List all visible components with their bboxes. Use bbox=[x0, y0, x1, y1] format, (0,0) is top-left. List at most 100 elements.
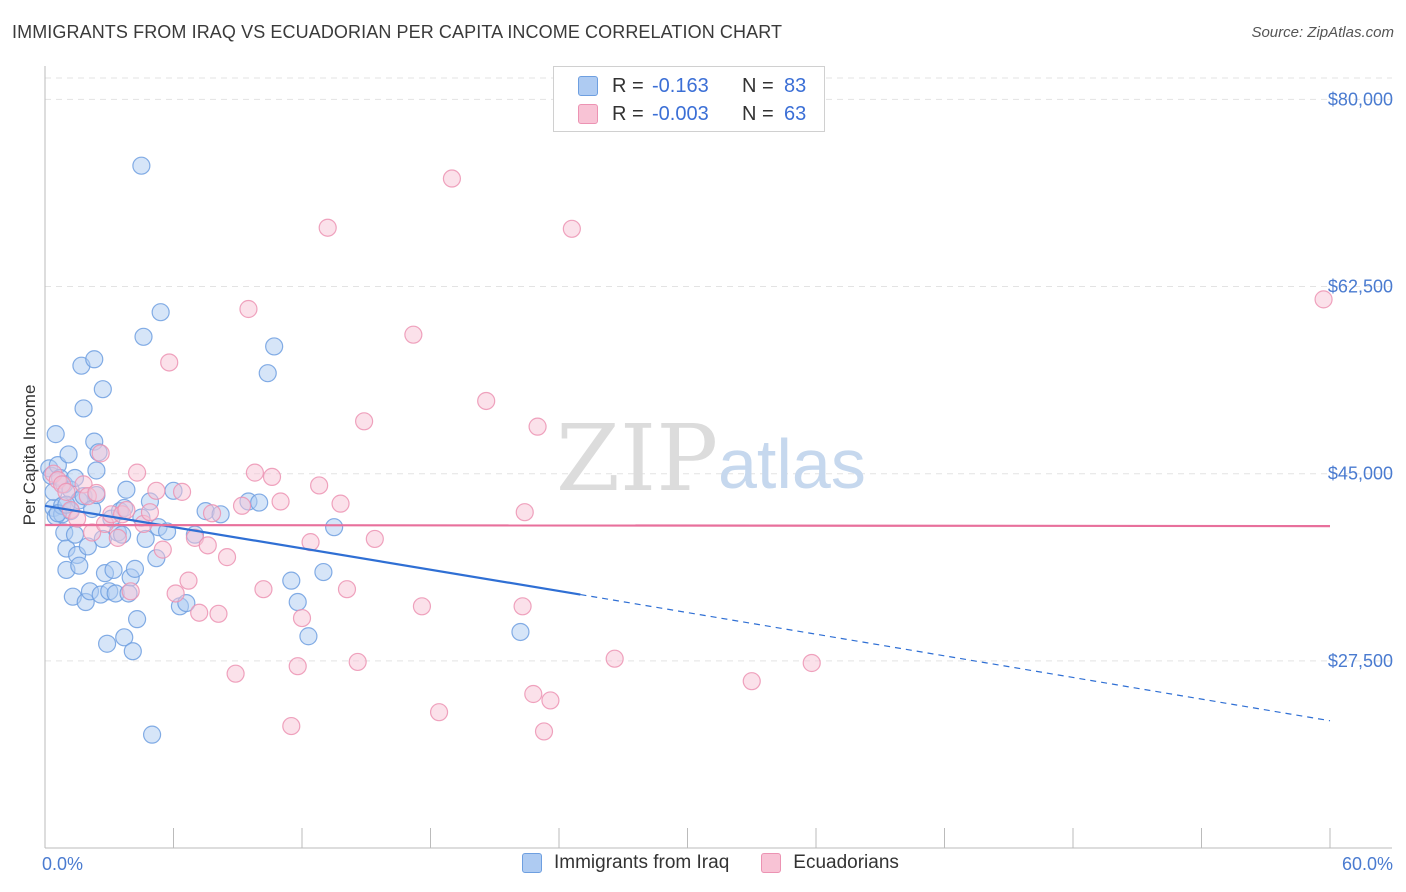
ecuador-point bbox=[232, 496, 252, 515]
ecuador-point bbox=[337, 580, 357, 599]
legend-r-value: -0.003 bbox=[652, 102, 709, 125]
iraq-trend-extension bbox=[580, 593, 1331, 722]
iraq-point bbox=[282, 571, 301, 590]
watermark-atlas: atlas bbox=[718, 425, 866, 503]
iraq-point bbox=[314, 562, 333, 582]
ecuador-point bbox=[117, 500, 136, 520]
ecuador-point bbox=[127, 463, 147, 482]
ecuador-point bbox=[282, 716, 301, 736]
ecuador-point bbox=[513, 597, 532, 616]
iraq-point bbox=[59, 445, 78, 464]
legend-label-ecuador: Ecuadorians bbox=[793, 852, 899, 873]
ecuador-point bbox=[524, 684, 543, 704]
ecuador-point bbox=[91, 444, 110, 463]
iraq-point bbox=[299, 627, 318, 646]
ecuador-point bbox=[198, 536, 217, 555]
legend-item-ecuador[interactable]: Ecuadorians bbox=[761, 852, 899, 874]
ecuador-point bbox=[477, 391, 496, 411]
legend-n-label: N = bbox=[742, 102, 774, 125]
iraq-point bbox=[104, 560, 123, 580]
iraq-point bbox=[87, 461, 106, 480]
legend-row-ecuador: R = -0.003 N = 63 bbox=[578, 101, 806, 127]
iraq-point bbox=[258, 364, 277, 383]
ecuador-point bbox=[262, 467, 282, 487]
legend-item-iraq[interactable]: Immigrants from Iraq bbox=[522, 852, 729, 874]
watermark: ZIP atlas bbox=[556, 405, 866, 512]
ecuador-point bbox=[528, 417, 547, 436]
ecuador-point bbox=[166, 584, 185, 603]
ecuador-trend-line bbox=[44, 523, 1331, 528]
ecuador-point bbox=[515, 503, 534, 522]
iraq-point bbox=[511, 622, 530, 642]
ecuador-point bbox=[318, 218, 337, 237]
ecuador-point bbox=[209, 604, 228, 623]
iraq-point bbox=[74, 399, 93, 418]
ecuador-point bbox=[288, 657, 307, 676]
ecuador-point bbox=[348, 652, 367, 672]
x-tick-label: 0.0% bbox=[42, 854, 83, 874]
legend-label-iraq: Immigrants from Iraq bbox=[554, 852, 730, 873]
iraq-point bbox=[127, 610, 147, 629]
ecuador-point bbox=[331, 494, 350, 513]
ecuador-point bbox=[87, 483, 106, 503]
ecuador-point bbox=[108, 528, 127, 547]
ecuador-point bbox=[742, 672, 761, 691]
legend-n-value: 63 bbox=[784, 102, 807, 125]
ecuador-point bbox=[140, 503, 160, 522]
ecuador-point bbox=[802, 653, 821, 673]
iraq-point bbox=[325, 518, 344, 537]
ecuador-point bbox=[562, 219, 581, 238]
ecuador-point bbox=[429, 703, 449, 722]
iraq-point bbox=[98, 634, 117, 653]
grid-layer bbox=[45, 77, 1392, 662]
ecuador-point bbox=[226, 664, 245, 683]
ecuador-point bbox=[254, 580, 273, 599]
legend-r-label: R = bbox=[612, 102, 644, 125]
ecuador-point bbox=[160, 353, 179, 372]
legend-swatch-iraq bbox=[522, 853, 542, 873]
iraq-point bbox=[142, 725, 162, 744]
points-layer bbox=[40, 156, 1333, 744]
ecuador-point bbox=[57, 482, 76, 501]
ecuador-point bbox=[412, 597, 432, 616]
ecuador-point bbox=[179, 571, 198, 590]
legend-n-value: 83 bbox=[784, 74, 807, 97]
iraq-point bbox=[93, 380, 112, 399]
legend-r-value: -0.163 bbox=[652, 74, 709, 97]
legend-swatch-ecuador bbox=[761, 853, 782, 873]
series-legend: Immigrants from Iraq Ecuadorians bbox=[522, 852, 931, 874]
watermark-zip: ZIP bbox=[556, 405, 718, 512]
ecuador-point bbox=[1314, 290, 1333, 309]
iraq-point bbox=[70, 556, 89, 575]
iraq-point bbox=[288, 592, 307, 612]
ecuador-point bbox=[202, 504, 222, 523]
y-tick-label: $80,000 bbox=[1328, 89, 1393, 109]
ecuador-point bbox=[292, 608, 312, 628]
iraq-point bbox=[117, 480, 136, 499]
ecuador-point bbox=[534, 722, 554, 741]
legend-swatch-iraq bbox=[578, 76, 598, 96]
ecuador-point bbox=[239, 299, 258, 319]
ecuador-point bbox=[153, 540, 172, 559]
y-tick-label: $62,500 bbox=[1328, 277, 1393, 297]
stats-legend: R = -0.163 N = 83 R = -0.003 N = 63 bbox=[553, 66, 825, 132]
ecuador-point bbox=[271, 492, 290, 511]
legend-n-label: N = bbox=[742, 74, 774, 97]
iraq-point bbox=[46, 425, 65, 444]
iraq-trend-line bbox=[44, 504, 581, 596]
iraq-point bbox=[265, 337, 284, 356]
legend-r-label: R = bbox=[612, 74, 644, 97]
ecuador-point bbox=[217, 548, 237, 567]
iraq-point bbox=[250, 493, 269, 512]
iraq-point bbox=[115, 628, 134, 647]
source-credit: Source: ZipAtlas.com bbox=[1251, 24, 1394, 41]
iraq-point bbox=[125, 559, 145, 578]
ecuador-point bbox=[355, 412, 374, 431]
ecuador-point bbox=[121, 582, 140, 601]
chart-title: IMMIGRANTS FROM IRAQ VS ECUADORIAN PER C… bbox=[12, 22, 783, 42]
iraq-point bbox=[123, 642, 142, 661]
ecuador-point bbox=[190, 603, 209, 622]
ecuador-point bbox=[147, 481, 166, 500]
y-axis-label: Per Capita Income bbox=[20, 385, 39, 526]
